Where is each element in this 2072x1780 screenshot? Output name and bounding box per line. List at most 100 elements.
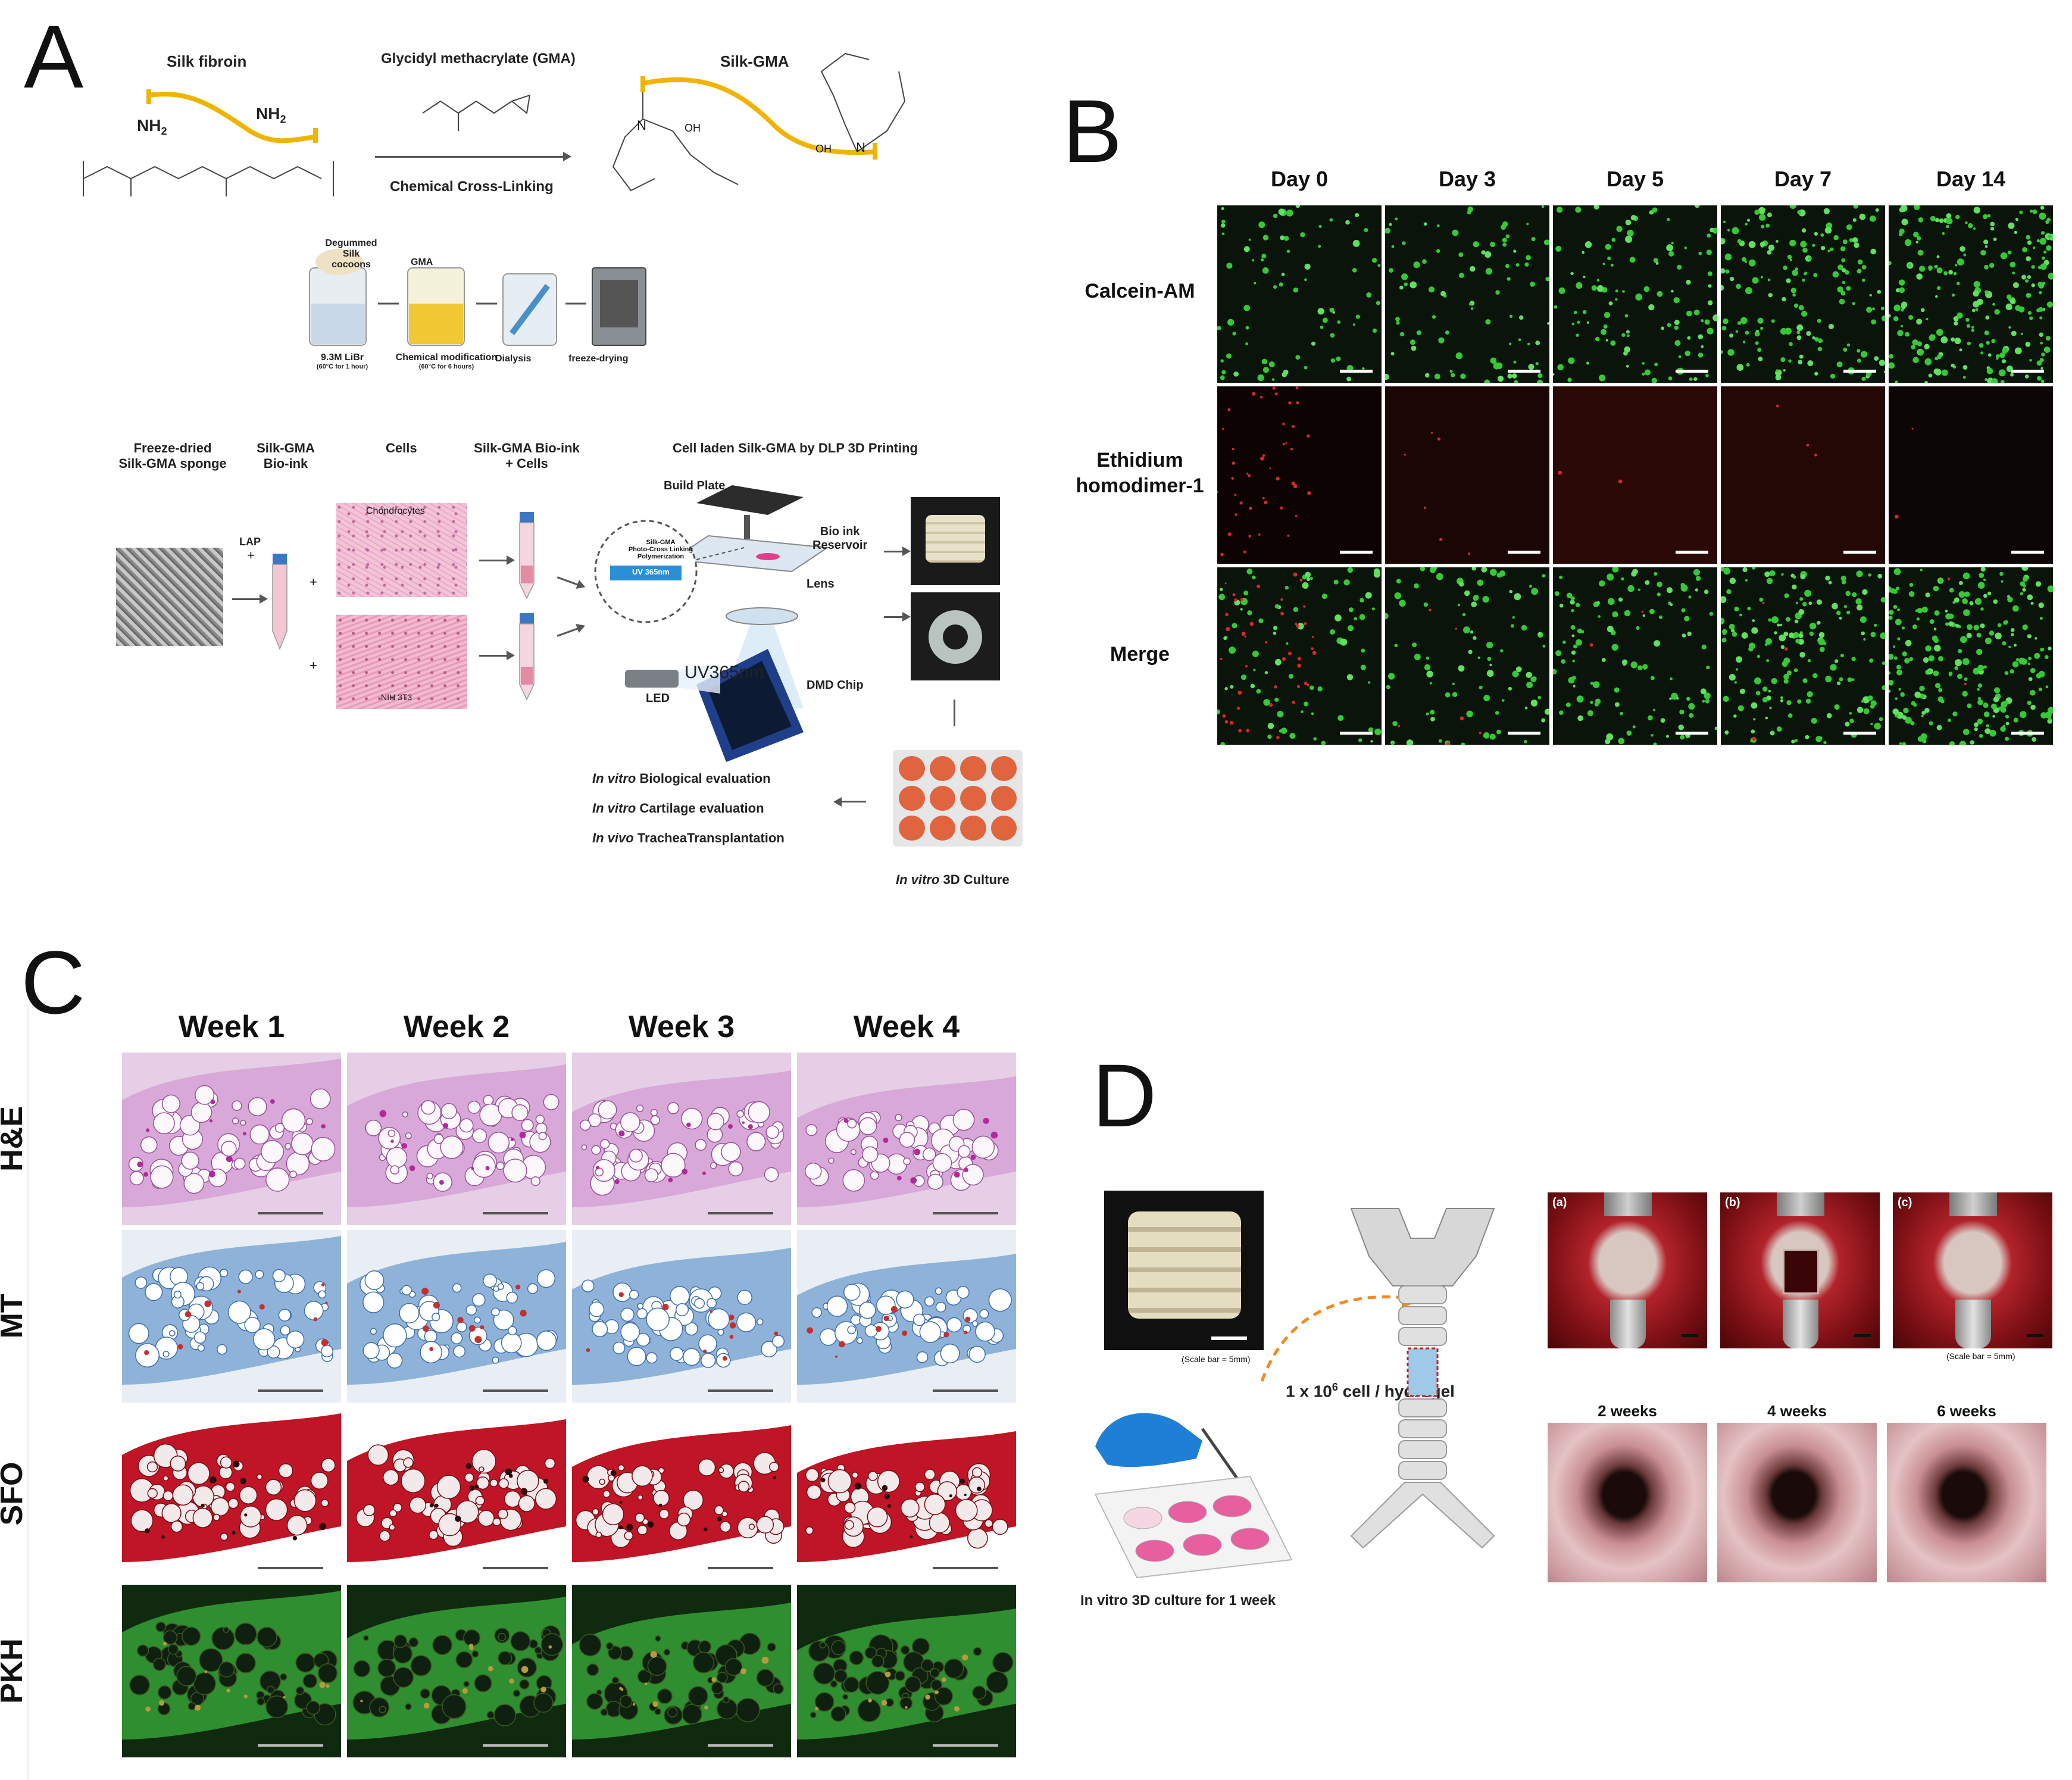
- b-row-label-merge: Merge: [1110, 643, 1170, 666]
- c-row-label-3: PKH: [0, 1638, 29, 1704]
- plus-2: +: [310, 574, 317, 589]
- b-scalebar-r2-c4: [2011, 732, 2044, 735]
- c-scalebar-r1-c3: [933, 1389, 998, 1392]
- c-image-r3-c2: [572, 1585, 791, 1757]
- b-scalebar-r1-c4: [2011, 551, 2044, 554]
- bio-ink-label: Silk-GMA Bio-ink: [257, 441, 315, 471]
- endoscopy-label-0: 2 weeks: [1598, 1402, 1657, 1420]
- dmd-label: DMD Chip: [807, 679, 864, 692]
- lens-label: Lens: [807, 577, 835, 591]
- c-scalebar-r2-c3: [933, 1567, 998, 1569]
- b-col-header-4: Day 14: [1936, 167, 2006, 191]
- c-scalebar-r3-c1: [483, 1744, 548, 1747]
- retractor-2: [1955, 1300, 1991, 1348]
- b-scalebar-r2-c1: [1508, 732, 1540, 735]
- c-scalebar-r2-c1: [483, 1567, 548, 1569]
- retractor-0: [1610, 1300, 1646, 1348]
- arrow-sponge-to-ink: [232, 594, 268, 604]
- b-scalebar-r0-c1: [1508, 370, 1540, 373]
- b-scalebar-r0-c0: [1340, 370, 1373, 373]
- well-plate-image: [893, 750, 1023, 847]
- endoscopy-label-2: 6 weeks: [1937, 1402, 1996, 1420]
- b-image-r0-c3: [1721, 205, 1885, 383]
- plus-3: +: [310, 658, 317, 673]
- nih3t3-label: NIH 3T3: [381, 692, 412, 702]
- c-scalebar-r1-c1: [483, 1389, 548, 1392]
- c-image-r2-c3: [797, 1407, 1016, 1580]
- c-image-r1-c3: [797, 1230, 1016, 1403]
- c-image-r3-c3: [797, 1585, 1016, 1757]
- b-row-label-ethidium: Ethidium homodimer-1: [1076, 449, 1204, 497]
- retractor-top-1: [1777, 1192, 1824, 1216]
- b-scalebar-r2-c3: [1843, 732, 1876, 735]
- b-image-r2-c4: [1889, 567, 2053, 745]
- panel-c-divider: [27, 1006, 29, 1780]
- freeze-dried-label: Freeze-dried Silk-GMA sponge: [118, 441, 227, 471]
- c-image-r0-c3: [797, 1053, 1016, 1225]
- tracheal-defect: [1783, 1249, 1819, 1294]
- c-image-r0-c0: [122, 1053, 341, 1225]
- c-image-r1-c0: [122, 1230, 341, 1403]
- endoscopy-label-1: 4 weeks: [1767, 1402, 1827, 1420]
- eval-3: In vivo TracheaTransplantation: [592, 830, 785, 845]
- silk-gma-label: Silk-GMA: [720, 52, 789, 70]
- d-scale-note-1: (Scale bar = 5mm): [1182, 1354, 1251, 1364]
- b-image-r1-c0: [1217, 386, 1382, 564]
- panel-b-letter: B: [1062, 81, 1123, 181]
- process-illustration: [309, 249, 646, 346]
- plus-1: +: [247, 548, 255, 563]
- arrow-to-evaluation: [839, 801, 866, 802]
- c-col-header-3: Week 4: [853, 1010, 960, 1044]
- arrow-down: [954, 699, 955, 726]
- c-image-r2-c1: [347, 1407, 566, 1580]
- b-image-r0-c1: [1385, 205, 1549, 383]
- culture-label: In vitro 3D Culture: [896, 872, 1010, 887]
- tube-chondro: [519, 512, 535, 599]
- c-scalebar-r0-c1: [483, 1212, 548, 1214]
- endoscopy-photo-2: [1887, 1423, 2046, 1582]
- b-col-header-1: Day 3: [1438, 167, 1496, 191]
- b-image-r2-c3: [1721, 567, 1885, 745]
- c-col-header-1: Week 2: [403, 1010, 510, 1044]
- panel-a-letter: A: [24, 7, 84, 107]
- freeze-drying-label: freeze-drying: [568, 354, 629, 364]
- reservoir-label: Bio ink Reservoir: [812, 525, 868, 552]
- chem-mod-label: Chemical modification (60°C for 6 hours): [395, 352, 498, 370]
- c-row-label-2: SFO: [0, 1462, 29, 1526]
- dialysis-label: Dialysis: [495, 354, 532, 364]
- c-scalebar-r3-c3: [933, 1744, 998, 1747]
- silk-gma-sponge-image: [116, 548, 223, 646]
- scaffold-photo: [1104, 1191, 1264, 1350]
- arrow-tube2-printer: [557, 627, 580, 637]
- c-image-r0-c2: [572, 1053, 791, 1225]
- b-image-r2-c1: [1385, 567, 1549, 745]
- trachea-illustration: [1350, 1208, 1495, 1549]
- uv365-label: UV365nm: [685, 663, 764, 682]
- b-col-header-0: Day 0: [1270, 167, 1329, 191]
- c-image-r3-c1: [347, 1585, 566, 1757]
- silk-fibroin-label: Silk fibroin: [167, 52, 247, 70]
- b-image-r0-c2: [1553, 205, 1717, 383]
- lap-label: LAP: [239, 536, 261, 548]
- surgery-label-1: (b): [1725, 1196, 1740, 1209]
- nh2-right: NH2: [256, 104, 286, 126]
- b-scalebar-r2-c2: [1676, 732, 1708, 735]
- c-scalebar-r1-c0: [258, 1389, 323, 1392]
- panel-c-letter: C: [21, 932, 86, 1032]
- c-col-header-2: Week 3: [628, 1010, 735, 1044]
- arrow-chondro: [479, 555, 515, 565]
- b-scalebar-r2-c0: [1340, 732, 1373, 735]
- nh2-left: NH2: [137, 116, 167, 138]
- b-scalebar-r1-c2: [1676, 551, 1708, 554]
- b-image-r2-c2: [1553, 567, 1717, 745]
- peptide-backbone: [83, 161, 334, 196]
- bio-ink-tube: [272, 554, 287, 651]
- b-scalebar-r1-c3: [1843, 551, 1876, 554]
- c-image-r0-c1: [347, 1053, 566, 1225]
- c-image-r3-c0: [122, 1585, 341, 1757]
- surgery-photo-1: (b): [1720, 1192, 1880, 1348]
- b-col-header-2: Day 5: [1606, 167, 1664, 191]
- b-image-r0-c4: [1889, 205, 2053, 383]
- endoscopy-photo-1: [1717, 1423, 1877, 1582]
- surgery-label-2: (c): [1898, 1196, 1912, 1209]
